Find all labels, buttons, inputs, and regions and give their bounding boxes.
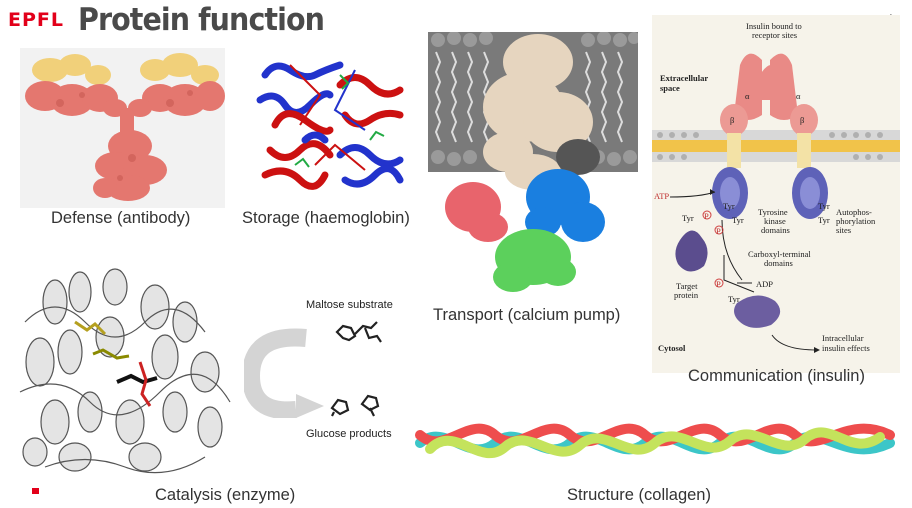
label-domains-2: domains: [764, 258, 793, 268]
label-adp: ADP: [756, 279, 774, 289]
label-phorylation: phorylation: [836, 216, 876, 226]
antibody-image: [20, 48, 225, 208]
label-tyr-1: Tyr: [682, 213, 694, 223]
label-space: space: [660, 83, 680, 93]
label-insulin-bound: Insulin bound to: [746, 21, 802, 31]
haemoglobin-image: [245, 45, 410, 205]
label-beta-left: β: [730, 115, 735, 125]
caption-structure: Structure (collagen): [567, 486, 711, 504]
label-receptor-sites: receptor sites: [752, 30, 798, 40]
maltose-molecule: [335, 318, 385, 344]
caption-storage: Storage (haemoglobin): [242, 209, 410, 227]
label-target: Target: [676, 281, 698, 291]
label-atp: ATP: [654, 191, 670, 201]
label-tyr-3: Tyr: [732, 215, 744, 225]
calcium-pump-image: [428, 31, 640, 300]
enzyme-icon: [19, 268, 231, 474]
label-p-2: P: [716, 226, 721, 236]
footer-marker: [32, 488, 39, 494]
antibody-icon: [20, 48, 225, 208]
label-insulin-effects: insulin effects: [822, 343, 870, 353]
glucose-molecules: [330, 392, 385, 418]
reaction-arrow: [241, 326, 326, 420]
caption-communication: Communication (insulin): [688, 367, 865, 385]
calcium-pump-icon: [428, 31, 640, 292]
label-domains-1: domains: [761, 225, 790, 235]
label-p-3: P: [716, 279, 721, 289]
label-alpha-right: α: [796, 91, 801, 101]
label-tyr-2: Tyr: [723, 201, 735, 211]
caption-transport: Transport (calcium pump): [433, 306, 621, 324]
caption-catalysis: Catalysis (enzyme): [155, 486, 296, 504]
maltose-icon: [335, 321, 382, 343]
haemoglobin-icon: [256, 61, 404, 190]
insulin-receptor-icon: [652, 53, 900, 353]
label-sites: sites: [836, 225, 852, 235]
label-intracellular: Intracellular: [822, 333, 864, 343]
label-kinase: kinase: [764, 216, 786, 226]
caption-defense: Defense (antibody): [51, 209, 191, 227]
label-tyr-5: Tyr: [818, 215, 830, 225]
label-tyr-4: Tyr: [818, 201, 830, 211]
label-extracellular: Extracellular: [660, 73, 709, 83]
label-tyr-6: Tyr: [728, 294, 740, 304]
epfl-logo: EPFL: [8, 9, 64, 31]
curved-arrow-icon: [241, 328, 324, 420]
label-p-1: P: [704, 211, 709, 221]
page-title: Protein function: [78, 2, 325, 38]
label-alpha-left: α: [745, 91, 750, 101]
label-autophos: Autophos-: [836, 207, 872, 217]
insulin-diagram: Insulin bound to receptor sites Extracel…: [652, 15, 900, 373]
enzyme-image: [15, 262, 240, 480]
label-glucose-products: Glucose products: [306, 428, 392, 440]
label-carboxyl: Carboxyl-terminal: [748, 249, 811, 259]
label-tyrosine: Tyrosine: [758, 207, 788, 217]
label-cytosol: Cytosol: [658, 343, 686, 353]
collagen-image: [415, 415, 900, 467]
label-maltose-substrate: Maltose substrate: [306, 299, 393, 311]
label-protein: protein: [674, 290, 699, 300]
label-beta-right: β: [800, 115, 805, 125]
collagen-icon: [415, 423, 895, 458]
glucose-icon: [330, 394, 380, 417]
